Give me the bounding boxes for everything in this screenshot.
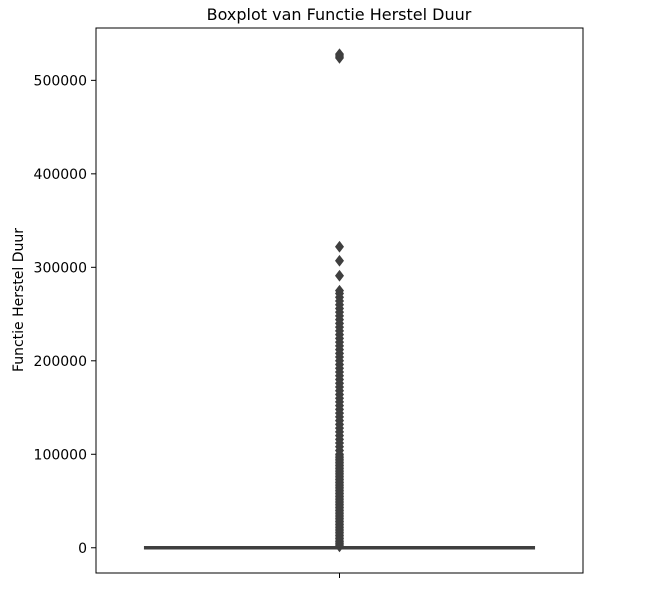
y-tick-label: 300000 (34, 260, 87, 276)
outlier-point (334, 254, 345, 267)
outlier-point (334, 269, 345, 282)
outlier-dense-band (335, 454, 344, 548)
y-tick-label: 0 (78, 541, 87, 557)
y-tick-label: 100000 (34, 447, 87, 463)
y-tick-label: 200000 (34, 354, 87, 370)
y-axis-label: Functie Herstel Duur (11, 228, 27, 372)
plot-area: 0 100000 200000 300000 400000 500000 (34, 27, 584, 578)
outlier-point (334, 240, 345, 253)
y-tick-label: 500000 (34, 73, 87, 89)
chart-title: Boxplot van Functie Herstel Duur (207, 5, 472, 24)
y-tick-label: 400000 (34, 167, 87, 183)
outlier-point (334, 52, 345, 64)
